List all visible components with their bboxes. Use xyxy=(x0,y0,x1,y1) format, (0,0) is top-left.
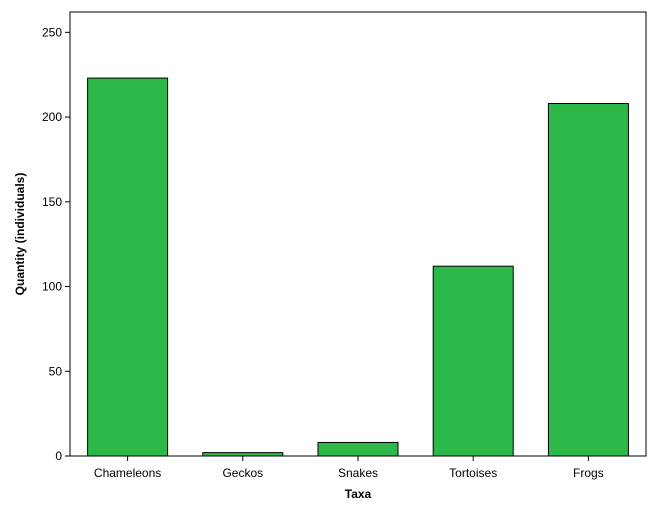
x-tick-label: Snakes xyxy=(338,466,378,480)
bar-frogs xyxy=(547,103,629,457)
x-tick-label: Chameleons xyxy=(94,466,161,480)
y-tick-label: 100 xyxy=(42,280,62,294)
x-tick-label: Frogs xyxy=(573,466,604,480)
y-tick-label: 200 xyxy=(42,110,62,124)
bar-tortoises xyxy=(432,265,514,457)
y-tick-label: 150 xyxy=(42,195,62,209)
x-axis: Chameleons Geckos Snakes Tortoises Frogs xyxy=(94,456,604,480)
bar-geckos xyxy=(202,452,284,457)
x-tick-label: Geckos xyxy=(222,466,263,480)
y-axis: 0 50 100 150 200 250 xyxy=(42,25,70,463)
bar-snakes xyxy=(317,441,399,457)
y-tick-label: 50 xyxy=(49,364,63,378)
x-tick-label: Tortoises xyxy=(449,466,497,480)
bar-chameleons xyxy=(87,77,169,457)
bars xyxy=(87,77,629,457)
x-axis-title: Taxa xyxy=(345,487,372,501)
y-tick-label: 250 xyxy=(42,25,62,39)
y-axis-title: Quantity (individuals) xyxy=(13,173,27,296)
y-tick-label: 0 xyxy=(55,449,62,463)
